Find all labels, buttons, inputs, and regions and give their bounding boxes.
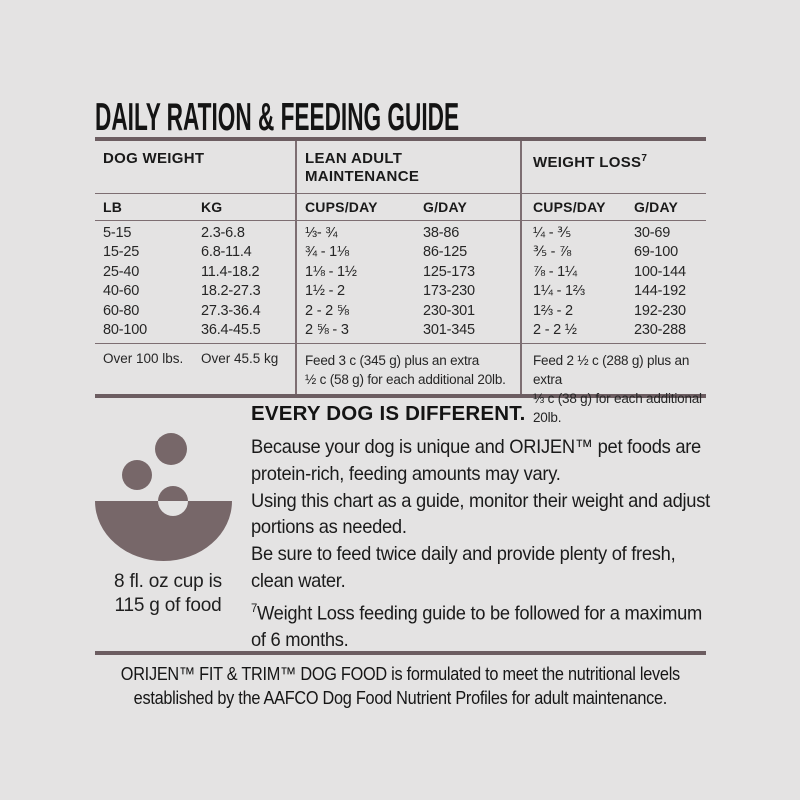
subcol-loss-cups: CUPS/DAY	[533, 199, 606, 215]
subcol-lb: LB	[103, 199, 123, 215]
food-cup-icon	[95, 433, 232, 561]
cup-caption: 8 fl. oz cup is 115 g of food	[88, 570, 248, 617]
info-paragraphs: Because your dog is unique and ORIJEN™ p…	[251, 434, 712, 654]
cell-kg: 11.4-18.2	[201, 263, 260, 280]
cell-loss-g: 230-288	[634, 321, 686, 338]
cell-kg: 2.3-6.8	[201, 225, 245, 241]
aafco-statement-wrap: ORIJEN™ FIT & TRIM™ DOG FOOD is formulat…	[95, 662, 706, 710]
cell-lean-g: 301-345	[423, 321, 475, 338]
cell-loss-cups: ⅞ - 1¼	[533, 263, 577, 280]
cell-lean-cups: 1⅛ - 1½	[305, 263, 357, 280]
bottom-rule	[95, 651, 706, 655]
cell-lb: 80-100	[103, 321, 147, 338]
weight-loss-label: WEIGHT LOSS	[533, 154, 642, 171]
info-paragraph: Because your dog is unique and ORIJEN™ p…	[251, 436, 701, 485]
col-header-weight-loss: WEIGHT LOSS7	[520, 150, 706, 193]
cell-lb: 5-15	[103, 225, 132, 241]
cell-lean-g: 125-173	[423, 263, 475, 280]
cell-lean-cups: 2 - 2 ⅝	[305, 302, 349, 319]
cell-lean-g: 38-86	[423, 225, 460, 241]
info-paragraph: Be sure to feed twice daily and provide …	[251, 543, 676, 592]
footer-over-kg: Over 45.5 kg	[201, 351, 279, 367]
cell-loss-cups: ⅗ - ⅞	[533, 244, 572, 261]
cell-loss-cups: 1¼ - 1⅔	[533, 283, 585, 300]
cell-lean-g: 86-125	[423, 244, 467, 261]
table-subheader-row: LB KG CUPS/DAY G/DAY CUPS/DAY G/DAY	[95, 194, 706, 220]
cell-kg: 18.2-27.3	[201, 283, 261, 300]
info-heading: EVERY DOG IS DIFFERENT.	[251, 402, 526, 425]
cell-lb: 25-40	[103, 263, 140, 280]
cell-loss-cups: 1⅔ - 2	[533, 302, 573, 319]
footnote-marker: 7	[251, 600, 257, 615]
table-divider-1	[295, 141, 297, 395]
cell-kg: 27.3-36.4	[201, 302, 261, 319]
table-row: 40-60 18.2-27.3 1½ - 2 173-230 1¼ - 1⅔ 144-…	[95, 282, 706, 301]
subcol-lean-cups: CUPS/DAY	[305, 199, 378, 215]
cell-lean-cups: 1½ - 2	[305, 283, 345, 300]
table-row: 25-40 11.4-18.2 1⅛ - 1½ 125-173 ⅞ - 1¼ 100-…	[95, 263, 706, 282]
cell-lb: 60-80	[103, 302, 140, 319]
table-rule	[95, 343, 706, 345]
page-title: DAILY RATION & FEEDING GUIDE	[95, 96, 460, 139]
cell-loss-cups: 2 - 2 ½	[533, 321, 577, 338]
cell-lean-g: 230-301	[423, 302, 475, 319]
aafco-statement: ORIJEN™ FIT & TRIM™ DOG FOOD is formulat…	[120, 663, 680, 708]
table-row: 80-100 36.4-45.5 2 ⅝ - 3 301-345 2 - 2 ½ 23…	[95, 321, 706, 340]
footer-lean-instruction: Feed 3 c (345 g) plus an extra ½ c (58 g…	[305, 353, 506, 388]
cell-loss-g: 30-69	[634, 225, 671, 241]
weight-loss-footnote-marker: 7	[641, 153, 648, 164]
col-header-dog-weight: DOG WEIGHT	[103, 150, 205, 167]
cell-loss-g: 100-144	[634, 263, 686, 280]
table-footer-row: Over 100 lbs. Over 45.5 kg Feed 3 c (345…	[95, 344, 706, 425]
footer-loss-instruction: Feed 2 ½ c (288 g) plus an extra ⅓ c (38…	[533, 353, 702, 426]
cell-loss-g: 69-100	[634, 244, 678, 261]
info-paragraph: Using this chart as a guide, monitor the…	[251, 489, 710, 539]
cell-kg: 6.8-11.4	[201, 244, 252, 261]
cell-lean-cups: ⅓- ¾	[305, 225, 338, 241]
table-row: 15-25 6.8-11.4 ¾ - 1⅛ 86-125 ⅗ - ⅞ 69-100	[95, 243, 706, 262]
cup-caption-line2: 115 g of food	[114, 594, 222, 616]
footer-over-lbs: Over 100 lbs.	[103, 351, 184, 367]
cup-caption-line1: 8 fl. oz cup is	[114, 571, 222, 592]
cell-lean-cups: 2 ⅝ - 3	[305, 321, 349, 338]
info-footnote-paragraph: 7Weight Loss feeding guide to be followe…	[251, 600, 702, 652]
table-rule	[95, 220, 706, 221]
cell-lb: 40-60	[103, 283, 140, 300]
cell-lb: 15-25	[103, 244, 140, 261]
subcol-kg: KG	[201, 199, 223, 215]
cell-lean-g: 173-230	[423, 283, 475, 300]
cell-loss-g: 144-192	[634, 283, 686, 300]
subcol-loss-g: G/DAY	[634, 199, 679, 215]
table-rule	[95, 193, 706, 194]
cell-kg: 36.4-45.5	[201, 321, 261, 338]
feeding-table: DOG WEIGHT LEAN ADULT MAINTENANCE WEIGHT…	[95, 137, 706, 425]
table-divider-2	[520, 141, 522, 395]
cell-loss-cups: ¼ - ⅗	[533, 225, 572, 241]
table-body: 5-15 2.3-6.8 ⅓- ¾ 38-86 ¼ - ⅗ 30-69 15-25 6.…	[95, 221, 706, 343]
table-row: 5-15 2.3-6.8 ⅓- ¾ 38-86 ¼ - ⅗ 30-69	[95, 224, 706, 243]
subcol-lean-g: G/DAY	[423, 199, 468, 215]
col-header-lean-adult: LEAN ADULT MAINTENANCE	[305, 150, 420, 185]
table-header-row: DOG WEIGHT LEAN ADULT MAINTENANCE WEIGHT…	[95, 141, 706, 193]
table-row: 60-80 27.3-36.4 2 - 2 ⅝ 230-301 1⅔ - 2 192-…	[95, 302, 706, 321]
cell-lean-cups: ¾ - 1⅛	[305, 244, 349, 261]
cell-loss-g: 192-230	[634, 302, 686, 319]
